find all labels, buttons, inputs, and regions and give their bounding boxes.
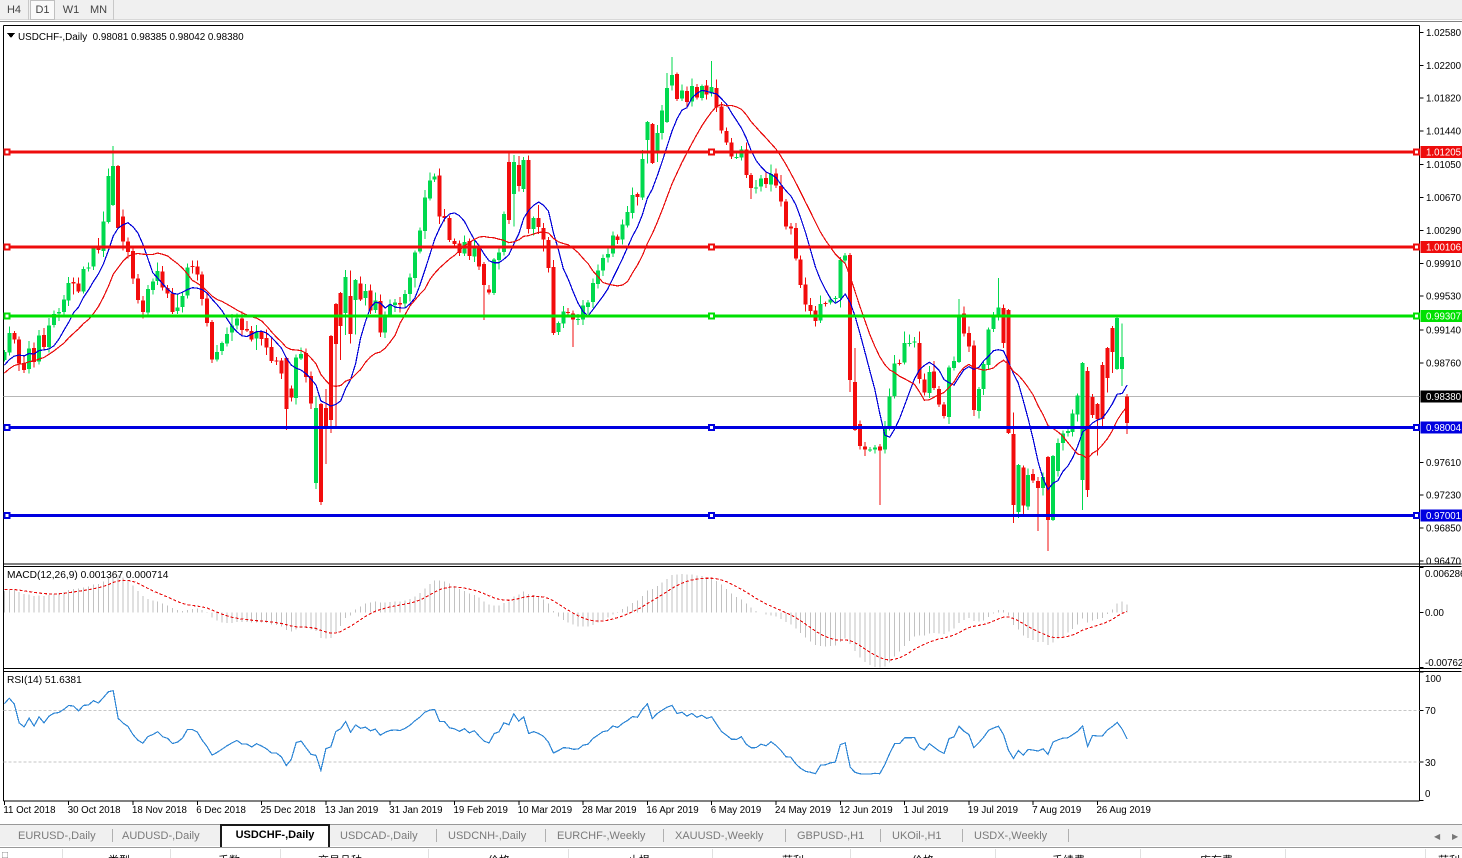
svg-text:18 Nov 2018: 18 Nov 2018 [132, 805, 187, 816]
svg-text:30 Oct 2018: 30 Oct 2018 [68, 805, 121, 816]
svg-text:19 Jul 2019: 19 Jul 2019 [968, 805, 1018, 816]
svg-text:12 Jun 2019: 12 Jun 2019 [839, 805, 892, 816]
svg-text:1.00670: 1.00670 [1426, 193, 1462, 204]
svg-text:30: 30 [1425, 758, 1436, 769]
svg-text:1.00106: 1.00106 [1426, 242, 1461, 253]
svg-text:0.97001: 0.97001 [1426, 511, 1461, 522]
svg-text:6 Dec 2018: 6 Dec 2018 [196, 805, 246, 816]
svg-text:7 Aug 2019: 7 Aug 2019 [1032, 805, 1081, 816]
svg-text:13 Jan 2019: 13 Jan 2019 [325, 805, 378, 816]
svg-text:0.99910: 0.99910 [1426, 259, 1462, 270]
svg-text:0.99140: 0.99140 [1426, 326, 1462, 337]
svg-text:1.00290: 1.00290 [1426, 226, 1462, 237]
svg-text:10 Mar 2019: 10 Mar 2019 [518, 805, 572, 816]
svg-text:MACD(12,26,9) 0.001367 0.00071: MACD(12,26,9) 0.001367 0.000714 [7, 570, 169, 581]
svg-text:11 Oct 2018: 11 Oct 2018 [3, 805, 55, 816]
svg-text:1.02200: 1.02200 [1426, 61, 1462, 72]
svg-text:0.96470: 0.96470 [1426, 556, 1462, 567]
svg-text:0.00: 0.00 [1425, 608, 1444, 619]
svg-text:25 Dec 2018: 25 Dec 2018 [261, 805, 316, 816]
svg-text:0.97610: 0.97610 [1426, 458, 1462, 469]
svg-text:0.97230: 0.97230 [1426, 491, 1462, 502]
svg-text:1 Jul 2019: 1 Jul 2019 [904, 805, 949, 816]
svg-text:31 Jan 2019: 31 Jan 2019 [389, 805, 442, 816]
svg-text:0.98380: 0.98380 [1426, 392, 1462, 403]
svg-text:0.99307: 0.99307 [1426, 311, 1461, 322]
svg-text:19 Feb 2019: 19 Feb 2019 [454, 805, 508, 816]
svg-text:1.01440: 1.01440 [1426, 127, 1462, 138]
svg-text:100: 100 [1425, 674, 1442, 685]
svg-text:26 Aug 2019: 26 Aug 2019 [1097, 805, 1151, 816]
svg-text:0.99530: 0.99530 [1426, 292, 1462, 303]
svg-text:1.02580: 1.02580 [1426, 28, 1462, 39]
svg-text:0.98760: 0.98760 [1426, 358, 1462, 369]
svg-text:16 Apr 2019: 16 Apr 2019 [646, 805, 698, 816]
svg-text:RSI(14) 51.6381: RSI(14) 51.6381 [7, 675, 82, 686]
svg-text:24 May 2019: 24 May 2019 [775, 805, 831, 816]
svg-text:-0.00762: -0.00762 [1425, 658, 1462, 669]
svg-text:6 May 2019: 6 May 2019 [711, 805, 762, 816]
svg-text:1.01820: 1.01820 [1426, 94, 1462, 105]
svg-text:0.98004: 0.98004 [1426, 423, 1462, 434]
svg-text:0: 0 [1425, 789, 1431, 800]
svg-text:0.006286: 0.006286 [1425, 569, 1462, 580]
svg-text:70: 70 [1425, 706, 1436, 717]
svg-text:1.01050: 1.01050 [1426, 160, 1462, 171]
svg-text:0.96850: 0.96850 [1426, 524, 1462, 535]
svg-text:1.01205: 1.01205 [1426, 148, 1461, 159]
svg-text:USDCHF-,Daily 0.98081 0.98385: USDCHF-,Daily 0.98081 0.98385 0.98042 0.… [18, 32, 244, 43]
svg-text:28 Mar 2019: 28 Mar 2019 [582, 805, 636, 816]
